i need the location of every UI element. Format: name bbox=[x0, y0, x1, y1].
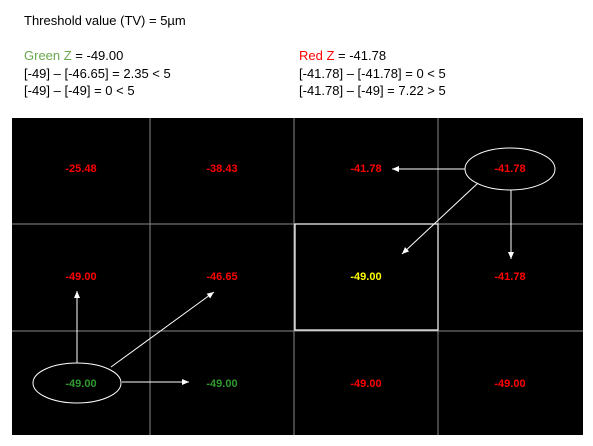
left-label: Green Z bbox=[24, 48, 72, 63]
left-line: [-49] – [-49] = 0 < 5 bbox=[24, 83, 135, 98]
grid-bg bbox=[12, 118, 583, 435]
right-line: [-41.78] – [-49] = 7.22 > 5 bbox=[299, 83, 446, 98]
title: Threshold value (TV) = 5µm bbox=[24, 13, 186, 28]
cell-value: -38.43 bbox=[206, 163, 237, 175]
cell-value: -41.78 bbox=[350, 163, 381, 175]
cell-value: -49.00 bbox=[494, 378, 525, 390]
center-highlight bbox=[294, 223, 439, 331]
cell-value: -41.78 bbox=[494, 271, 525, 283]
arrows bbox=[74, 166, 514, 385]
left-value: = -49.00 bbox=[72, 48, 124, 63]
cell-value: -46.65 bbox=[206, 271, 237, 283]
right-heading: Red Z = -41.78 bbox=[299, 48, 386, 63]
cell-value: -49.00 bbox=[350, 271, 381, 283]
cell-value: -49.00 bbox=[65, 271, 96, 283]
right-value: = -41.78 bbox=[334, 48, 386, 63]
cell-value: -49.00 bbox=[206, 378, 237, 390]
cells: -25.48 -38.43 -41.78 -41.78 -49.00 -46.65 -49.… bbox=[65, 163, 525, 390]
cell-value: -41.78 bbox=[494, 163, 525, 175]
left-heading: Green Z = -49.00 bbox=[24, 48, 123, 63]
cell-value: -49.00 bbox=[65, 378, 96, 390]
right-line: [-41.78] – [-41.78] = 0 < 5 bbox=[299, 66, 446, 81]
cell-value: -49.00 bbox=[350, 378, 381, 390]
cell-value: -25.48 bbox=[65, 163, 96, 175]
right-label: Red Z bbox=[299, 48, 334, 63]
left-line: [-49] – [-46.65] = 2.35 < 5 bbox=[24, 66, 171, 81]
